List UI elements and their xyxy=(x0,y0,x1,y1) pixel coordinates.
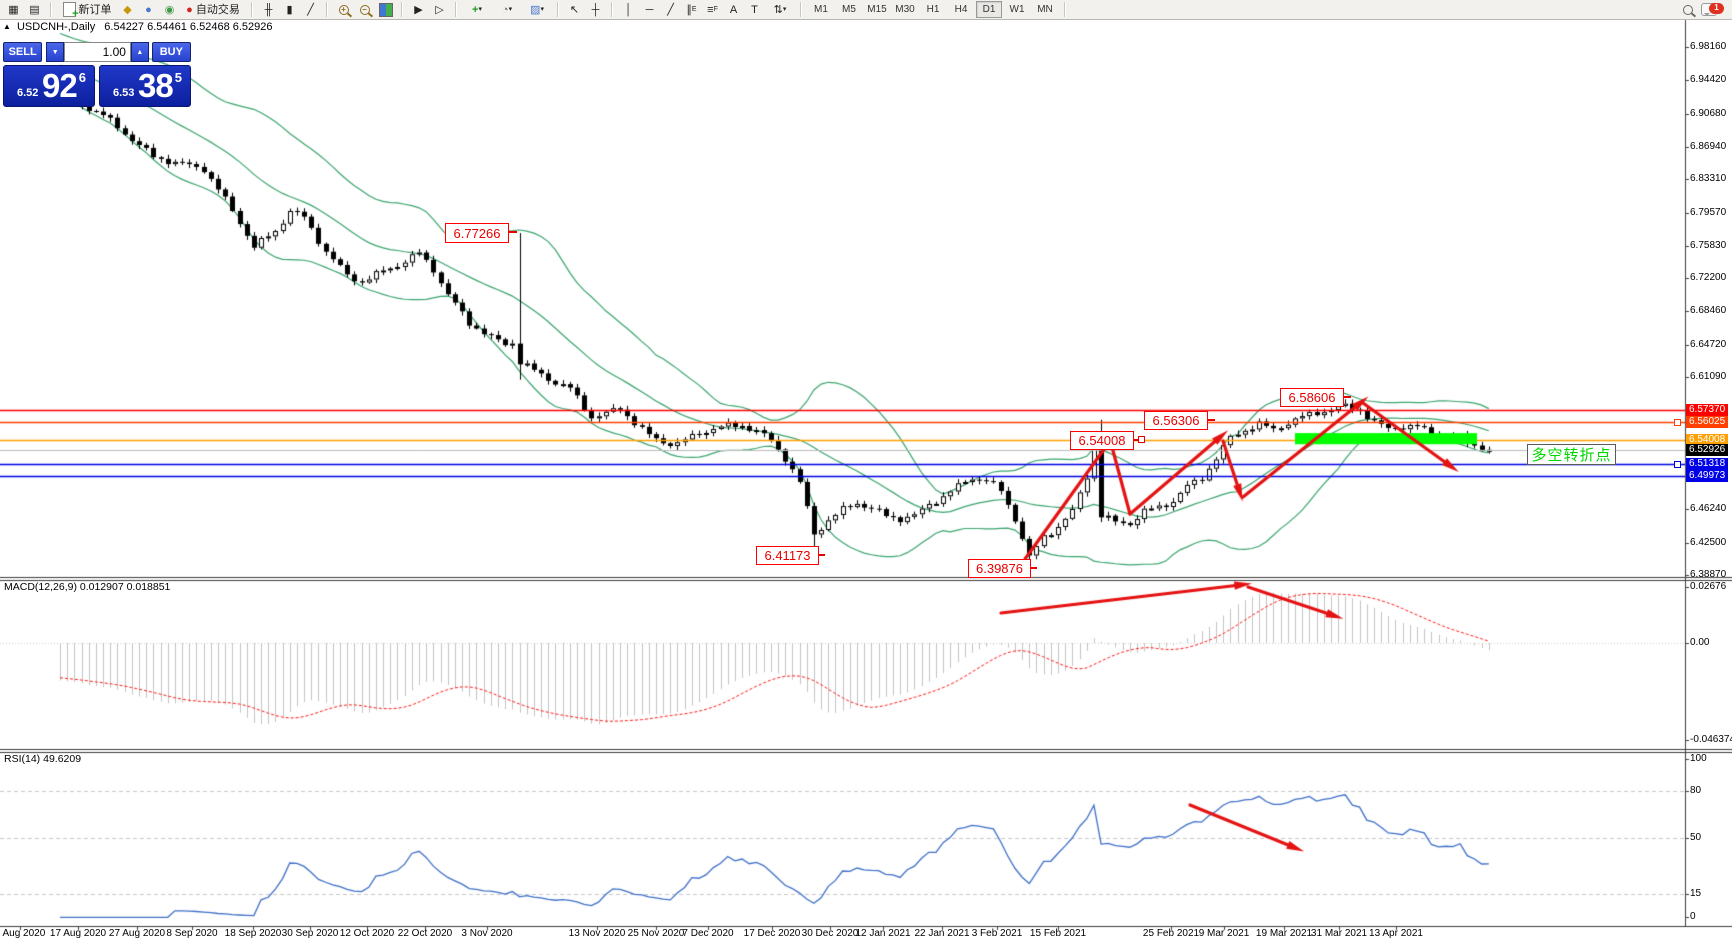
notifications-button[interactable]: 1 xyxy=(1699,1,1724,19)
candlestick-chart-icon[interactable]: ▮ xyxy=(286,3,293,16)
templates-icon[interactable]: ▨ ▾ xyxy=(530,3,544,16)
sell-quote-panel[interactable]: 6.52 92 6 xyxy=(3,65,95,107)
zoom-out-icon[interactable]: − xyxy=(355,1,374,19)
timeframe-d1-button[interactable]: D1 xyxy=(976,1,1002,18)
macd-indicator-label: MACD(12,26,9) 0.012907 0.018851 xyxy=(4,581,171,593)
collapse-panel-icon[interactable]: ▲ xyxy=(3,22,11,31)
timeframe-w1-button[interactable]: W1 xyxy=(1009,4,1025,15)
auto-trading-button[interactable]: ● 自动交易 xyxy=(181,1,245,19)
toolbar-separator xyxy=(401,2,403,17)
toolbar-separator xyxy=(611,2,613,17)
sell-button[interactable]: SELL xyxy=(3,42,43,62)
auto-scroll-icon[interactable]: ▶ xyxy=(414,3,423,16)
buy-button[interactable]: BUY xyxy=(151,42,191,62)
sell-price-pip: 6 xyxy=(78,70,86,85)
toolbar-separator xyxy=(326,2,328,17)
volume-input[interactable]: 1.00 xyxy=(64,42,131,62)
fibonacci-icon[interactable]: ≡ F xyxy=(707,3,718,16)
market-watch-icon[interactable]: ◆ xyxy=(123,3,132,16)
zoom-in-icon[interactable]: + xyxy=(334,1,353,19)
turning-point-annotation[interactable]: 多空转折点 xyxy=(1527,444,1616,465)
buy-price-big: 38 xyxy=(138,67,174,104)
buy-price-pip: 5 xyxy=(174,70,182,85)
arrows-tool-icon[interactable]: ⇅ ▾ xyxy=(773,3,787,16)
one-click-trading-panel: SELL ▼ 1.00 ▲ BUY 6.52 92 6 6.53 38 5 xyxy=(3,42,191,107)
indicators-icon[interactable]: + ▾ xyxy=(472,3,482,16)
sell-price-prefix: 6.52 xyxy=(17,87,39,99)
volume-decrease-button[interactable]: ▼ xyxy=(46,42,65,62)
data-window-icon[interactable]: ● xyxy=(145,3,152,16)
timeframe-toolbar: M1 M5 M15 M30 H1 H4 D1 W1 MN xyxy=(804,0,1062,19)
line-chart-icon[interactable]: ╱ xyxy=(307,3,314,16)
toolbar-separator xyxy=(800,2,802,17)
vertical-line-icon[interactable]: │ xyxy=(625,3,632,16)
timeframe-m30-button[interactable]: M30 xyxy=(895,4,915,15)
chart-window-icon[interactable]: ▦ xyxy=(8,3,19,16)
profiles-icon[interactable]: ▤ xyxy=(29,3,40,16)
search-icon[interactable] xyxy=(1678,1,1697,19)
navigator-icon[interactable]: ◉ xyxy=(164,3,175,16)
symbol-timeframe-label: USDCNH-,Daily xyxy=(16,21,96,33)
main-toolbar: ▦ ▤ 新订单 ◆ ● ◉ ● 自动交易 ╫ ▮ ╱ + − xyxy=(0,0,1732,21)
new-order-button[interactable]: 新订单 xyxy=(58,1,116,21)
timeframe-h1-button[interactable]: H1 xyxy=(926,4,940,15)
ohlc-values: 6.54227 6.54461 6.52468 6.52926 xyxy=(104,21,273,33)
rsi-indicator-label: RSI(14) 49.6209 xyxy=(4,753,82,765)
chart-title-row: ▲ USDCNH-,Daily 6.54227 6.54461 6.52468 … xyxy=(3,21,273,33)
auto-trading-label: 自动交易 xyxy=(195,3,240,16)
toolbar-separator xyxy=(455,2,457,17)
new-order-label: 新订单 xyxy=(78,3,112,16)
chart-shift-icon[interactable]: ▷ xyxy=(435,3,444,16)
timeframe-m5-button[interactable]: M5 xyxy=(842,4,856,15)
horizontal-line-icon[interactable]: ─ xyxy=(645,3,654,16)
text-tool-icon[interactable]: A xyxy=(729,3,738,16)
channel-icon[interactable]: ∥ E xyxy=(686,3,697,16)
toolbar-separator xyxy=(50,2,52,17)
timeframe-m1-button[interactable]: M1 xyxy=(814,4,828,15)
periods-icon[interactable]: ◔ ▾ xyxy=(501,3,513,16)
label-tool-icon[interactable]: T xyxy=(751,3,758,16)
toolbar-separator xyxy=(251,2,253,17)
volume-increase-button[interactable]: ▲ xyxy=(130,42,149,62)
cursor-icon[interactable]: ↖ xyxy=(569,3,580,16)
new-order-icon xyxy=(62,2,79,21)
auto-trading-icon: ● xyxy=(186,3,193,16)
buy-price-prefix: 6.53 xyxy=(113,87,135,99)
toolbar-separator xyxy=(1064,2,1066,17)
tile-windows-icon[interactable] xyxy=(376,1,395,19)
timeframe-m15-button[interactable]: M15 xyxy=(867,4,887,15)
trendline-icon[interactable]: ╱ xyxy=(667,3,674,16)
timeframe-h4-button[interactable]: H4 xyxy=(954,4,968,15)
sell-price-big: 92 xyxy=(42,67,78,104)
bar-chart-icon[interactable]: ╫ xyxy=(264,3,273,16)
notification-badge: 1 xyxy=(1709,2,1724,14)
timeframe-mn-button[interactable]: MN xyxy=(1037,4,1053,15)
toolbar-separator xyxy=(557,2,559,17)
buy-quote-panel[interactable]: 6.53 38 5 xyxy=(99,65,191,107)
crosshair-icon[interactable]: ┼ xyxy=(591,3,600,16)
